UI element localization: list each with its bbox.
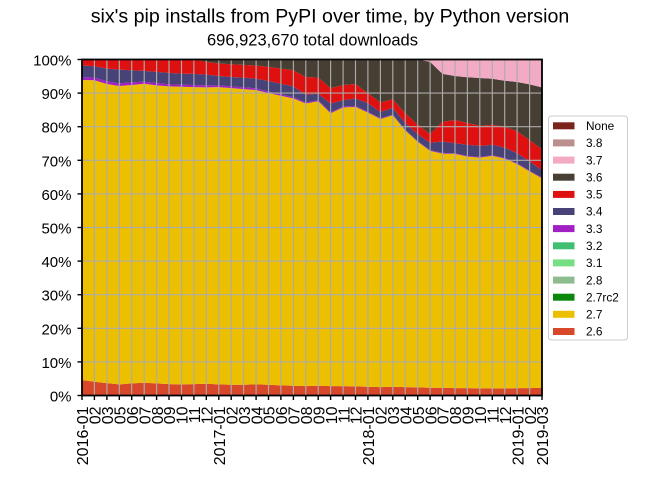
svg-text:07: 07 [137, 406, 154, 424]
svg-text:2019-03: 2019-03 [535, 406, 552, 465]
svg-text:08: 08 [150, 406, 167, 424]
svg-text:12: 12 [498, 406, 515, 424]
svg-text:3.1: 3.1 [586, 256, 602, 270]
svg-text:04: 04 [249, 406, 266, 424]
svg-text:2.7: 2.7 [586, 308, 602, 322]
svg-text:11: 11 [187, 406, 204, 423]
svg-text:2.8: 2.8 [586, 273, 603, 287]
svg-text:07: 07 [436, 406, 453, 424]
svg-text:30%: 30% [41, 288, 71, 305]
svg-text:2019-01: 2019-01 [510, 406, 527, 465]
svg-text:50%: 50% [41, 221, 71, 238]
svg-text:03: 03 [100, 406, 117, 424]
svg-text:70%: 70% [41, 153, 71, 170]
svg-text:04: 04 [398, 406, 415, 424]
svg-text:3.8: 3.8 [586, 136, 603, 150]
svg-text:02: 02 [88, 406, 105, 424]
svg-text:None: None [586, 119, 615, 133]
svg-text:696,923,670 total downloads: 696,923,670 total downloads [207, 32, 418, 50]
svg-text:80%: 80% [41, 120, 71, 137]
svg-text:10: 10 [175, 406, 192, 424]
svg-text:05: 05 [262, 406, 279, 424]
svg-text:100%: 100% [33, 53, 71, 70]
svg-text:60%: 60% [41, 187, 71, 204]
svg-text:3.2: 3.2 [586, 239, 602, 253]
svg-text:05: 05 [113, 406, 130, 424]
svg-text:08: 08 [299, 406, 316, 424]
svg-text:2018-01: 2018-01 [361, 406, 378, 465]
svg-text:09: 09 [162, 406, 179, 424]
svg-text:2016-01: 2016-01 [75, 406, 92, 465]
svg-text:08: 08 [448, 406, 465, 424]
svg-text:0%: 0% [50, 389, 72, 406]
svg-text:06: 06 [423, 406, 440, 424]
svg-text:2.6: 2.6 [586, 325, 603, 339]
svg-text:12: 12 [200, 406, 217, 424]
svg-text:2.7rc2: 2.7rc2 [586, 290, 619, 304]
svg-text:2017-01: 2017-01 [212, 406, 229, 465]
svg-text:3.5: 3.5 [586, 188, 603, 202]
svg-text:10: 10 [473, 406, 490, 424]
svg-text:09: 09 [311, 406, 328, 424]
svg-text:09: 09 [461, 406, 478, 424]
svg-text:10: 10 [324, 406, 341, 424]
svg-text:3.3: 3.3 [586, 222, 603, 236]
svg-text:06: 06 [125, 406, 142, 424]
svg-text:40%: 40% [41, 254, 71, 271]
svg-text:02: 02 [374, 406, 391, 424]
svg-text:six's pip installs from PyPI o: six's pip installs from PyPI over time, … [91, 6, 570, 28]
svg-text:10%: 10% [41, 355, 71, 372]
svg-text:11: 11 [336, 406, 353, 423]
svg-text:06: 06 [274, 406, 291, 424]
svg-text:3.4: 3.4 [586, 205, 603, 219]
svg-text:02: 02 [523, 406, 540, 424]
svg-text:02: 02 [224, 406, 241, 424]
svg-text:3.6: 3.6 [586, 170, 603, 184]
svg-text:11: 11 [486, 406, 503, 423]
svg-text:07: 07 [287, 406, 304, 424]
svg-text:20%: 20% [41, 321, 71, 338]
svg-text:03: 03 [386, 406, 403, 424]
svg-text:3.7: 3.7 [586, 153, 602, 167]
svg-text:90%: 90% [41, 86, 71, 103]
svg-text:12: 12 [349, 406, 366, 424]
svg-text:03: 03 [237, 406, 254, 424]
svg-text:05: 05 [411, 406, 428, 424]
